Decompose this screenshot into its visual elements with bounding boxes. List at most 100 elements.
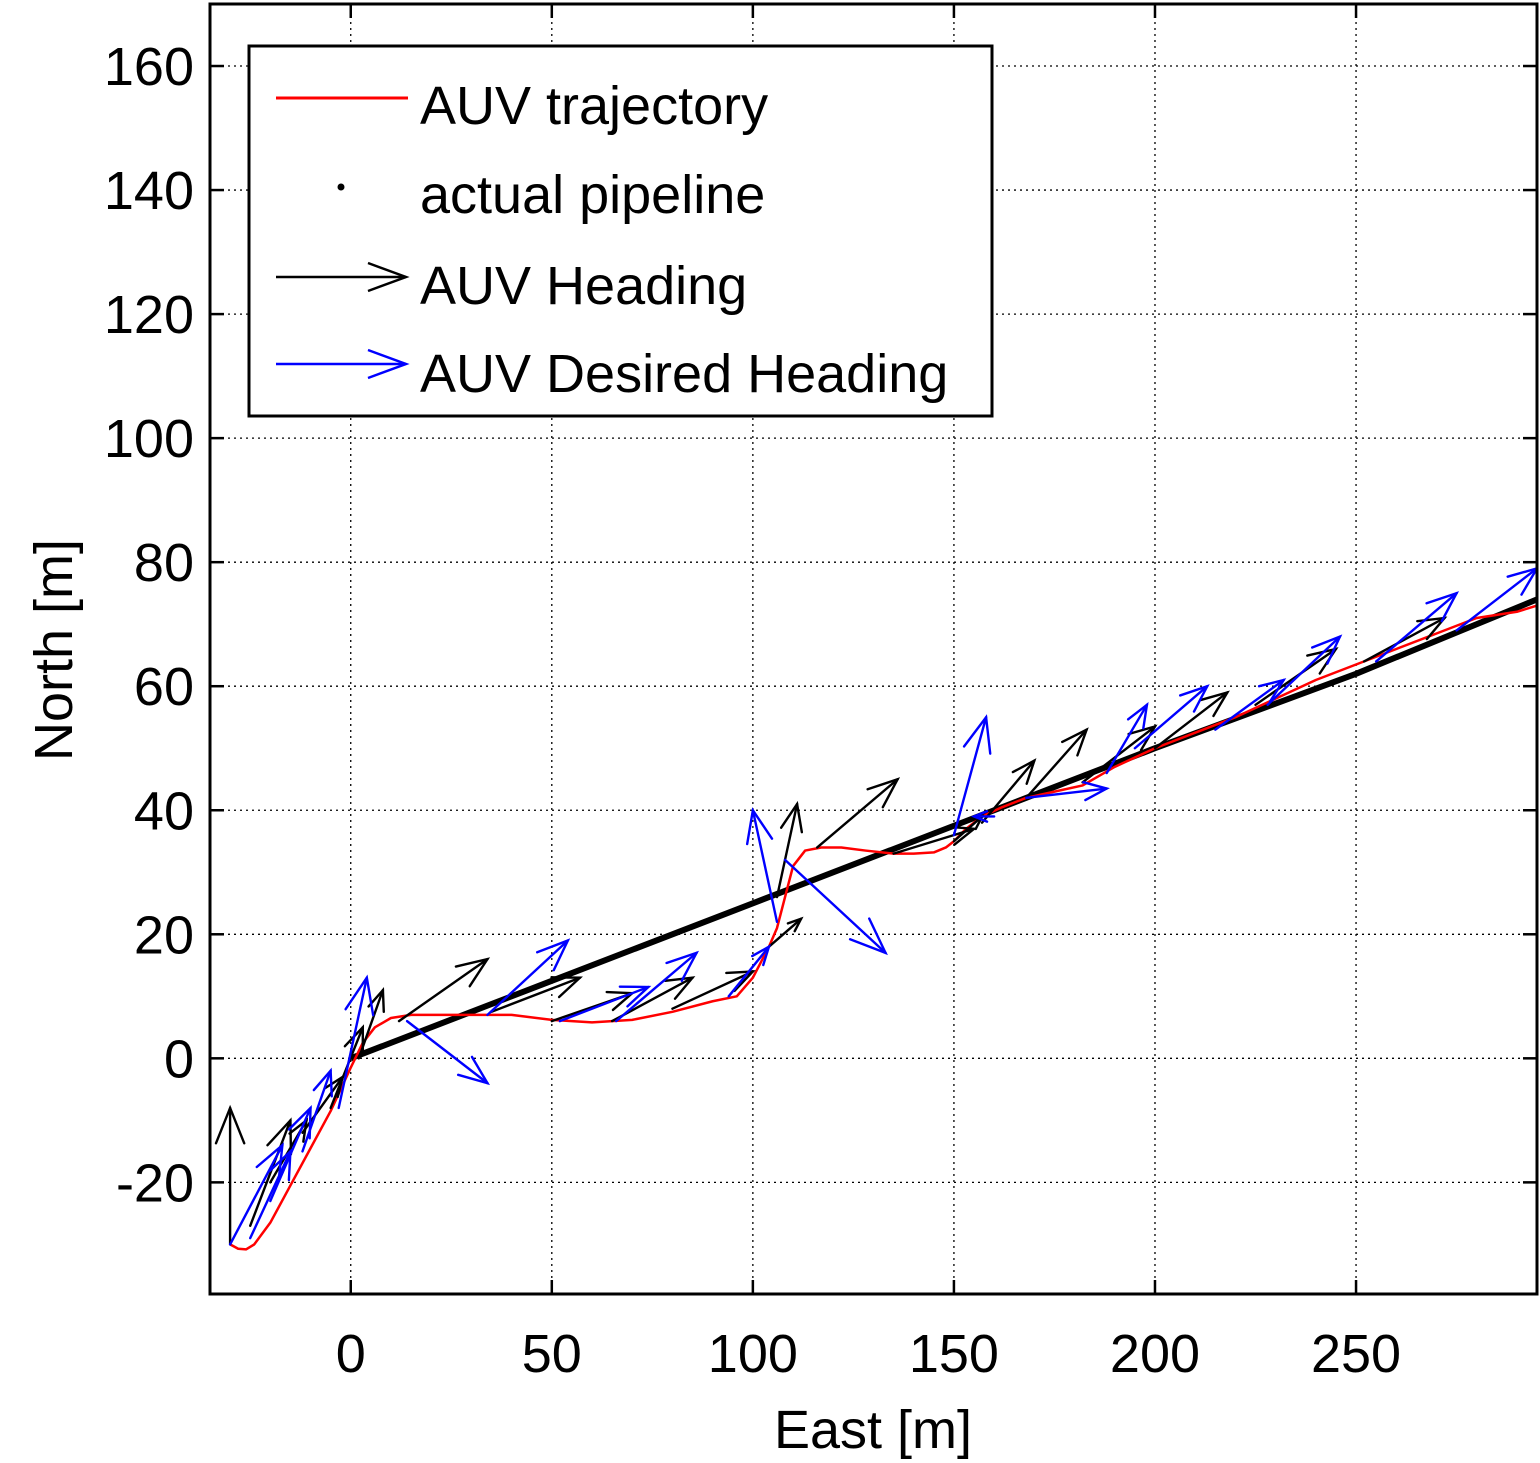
plot-frame bbox=[208, 2, 1539, 1296]
desired-heading-arrow-shaft bbox=[269, 1106, 312, 1203]
x-tick-label: 200 bbox=[1110, 1324, 1200, 1384]
y-tick-label: 0 bbox=[164, 1029, 194, 1089]
y-tick-label: 140 bbox=[104, 161, 194, 221]
desired-heading-arrow bbox=[301, 1067, 333, 1153]
desired-heading-arrow-head bbox=[312, 1067, 333, 1098]
heading-arrow-shaft bbox=[980, 759, 1036, 824]
desired-heading-arrow-shaft bbox=[1374, 591, 1458, 663]
heading-arrow-shaft bbox=[1362, 616, 1446, 663]
heading-arrow-shaft bbox=[357, 988, 385, 1060]
heading-arrow bbox=[767, 916, 804, 948]
desired-heading-arrow bbox=[727, 944, 771, 998]
desired-heading-arrow-shaft bbox=[301, 1069, 332, 1153]
desired-heading-arrow-shaft bbox=[337, 976, 369, 1110]
desired-heading-arrow bbox=[1374, 591, 1460, 663]
heading-arrow-head bbox=[664, 976, 696, 1000]
heading-arrow-head bbox=[866, 777, 901, 809]
heading-arrow-head bbox=[1011, 758, 1037, 785]
pipeline-line bbox=[349, 596, 1537, 1062]
desired-heading-arrow-shaft bbox=[1455, 567, 1537, 632]
heading-arrow bbox=[980, 758, 1037, 824]
y-tick-label: 20 bbox=[134, 905, 194, 965]
legend-label-trajectory: AUV trajectory bbox=[420, 76, 768, 136]
y-tick-label: 100 bbox=[104, 409, 194, 469]
desired-heading-arrow bbox=[1133, 684, 1210, 750]
heading-arrow-head bbox=[1306, 647, 1339, 675]
desired-heading-arrow-head bbox=[665, 950, 700, 983]
desired-heading-arrow-head bbox=[1126, 702, 1149, 730]
heading-arrow bbox=[892, 825, 978, 855]
desired-heading-arrow-head bbox=[848, 917, 888, 956]
desired-heading-arrow-head bbox=[1082, 780, 1110, 802]
heading-arrow-shaft bbox=[249, 1119, 292, 1227]
legend-label-heading: AUV Heading bbox=[420, 256, 747, 316]
heading-arrow-shaft bbox=[490, 976, 582, 1014]
heading-arrow-head bbox=[947, 825, 978, 846]
desired-heading-arrow-head bbox=[1178, 684, 1210, 713]
heading-arrow bbox=[397, 957, 491, 1023]
desired-heading-arrow-head bbox=[1257, 678, 1287, 703]
x-tick-label: 100 bbox=[708, 1324, 798, 1384]
x-tick-label: 50 bbox=[522, 1324, 582, 1384]
heading-arrow-shaft bbox=[816, 778, 899, 849]
legend-swatch-heading bbox=[276, 261, 410, 293]
desired-heading-arrow-head bbox=[618, 985, 652, 1008]
heading-arrow-head bbox=[725, 970, 756, 993]
heading-arrow-head bbox=[1061, 727, 1089, 757]
desired-heading-arrow-shaft bbox=[952, 716, 988, 837]
heading-arrow bbox=[671, 970, 756, 1010]
heading-arrow bbox=[816, 777, 901, 849]
legend-box bbox=[247, 44, 994, 418]
tick-marks bbox=[210, 4, 1537, 1294]
legend-swatch-pipeline bbox=[337, 183, 345, 191]
desired-heading-arrow-head bbox=[255, 1142, 284, 1180]
y-tick-label: 160 bbox=[104, 37, 194, 97]
desired-heading-arrow-shaft bbox=[1105, 703, 1149, 775]
desired-heading-arrow bbox=[1455, 567, 1537, 632]
desired-heading-arrow bbox=[745, 807, 779, 924]
heading-arrow-shaft bbox=[397, 957, 489, 1023]
desired-heading-arrow bbox=[970, 810, 996, 823]
x-tick-label: 0 bbox=[336, 1324, 366, 1384]
heading-arrow-head bbox=[786, 916, 804, 933]
trajectory-line bbox=[229, 604, 1537, 1251]
desired-heading-arrow bbox=[1266, 634, 1343, 707]
desired-heading-arrow bbox=[1214, 678, 1287, 731]
heading-arrow bbox=[357, 987, 385, 1060]
heading-arrow bbox=[249, 1117, 293, 1227]
desired-heading-arrow-shaft bbox=[228, 1143, 284, 1246]
heading-arrow bbox=[214, 1104, 246, 1246]
desired-heading-arrow-shaft bbox=[727, 945, 771, 998]
desired-heading-arrow bbox=[228, 1142, 284, 1246]
y-tick-label: -20 bbox=[116, 1153, 194, 1213]
desired-heading-arrow bbox=[614, 950, 700, 1023]
desired-heading-arrow-shaft bbox=[1133, 685, 1209, 750]
heading-arrow-head bbox=[454, 957, 491, 988]
heading-arrow-head bbox=[214, 1104, 246, 1145]
heading-arrow-head bbox=[550, 976, 583, 999]
desired-heading-arrow-head bbox=[1425, 591, 1460, 623]
y-axis-label: North [m] bbox=[24, 539, 84, 761]
desired-heading-arrow-shaft bbox=[405, 1019, 489, 1085]
desired-heading-arrow-head bbox=[268, 1148, 292, 1182]
desired-heading-arrow-shaft bbox=[783, 858, 887, 955]
heading-arrow-shaft bbox=[1025, 728, 1088, 800]
heading-arrow-head bbox=[1127, 724, 1158, 752]
legend: AUV trajectory actual pipeline AUV Headi… bbox=[247, 44, 994, 418]
desired-heading-arrow bbox=[558, 985, 652, 1023]
desired-heading-arrow-shaft bbox=[614, 951, 698, 1023]
desired-heading-arrow-head bbox=[970, 810, 989, 823]
desired-heading-arrow-head bbox=[344, 974, 375, 1017]
heading-arrow-head bbox=[266, 1117, 293, 1156]
desired-heading-arrow-shaft bbox=[751, 809, 779, 924]
x-tick-labels: 0 50 100 150 200 250 bbox=[336, 1324, 1401, 1384]
heading-arrow-shaft bbox=[767, 917, 803, 948]
desired-heading-arrows bbox=[228, 567, 1537, 1246]
heading-arrow-head bbox=[288, 1117, 309, 1143]
legend-label-pipeline: actual pipeline bbox=[420, 165, 765, 225]
desired-heading-arrow bbox=[337, 974, 375, 1110]
desired-heading-arrow-head bbox=[1506, 567, 1537, 596]
desired-heading-arrow bbox=[1105, 702, 1149, 775]
desired-heading-arrow-shaft bbox=[249, 1150, 292, 1240]
